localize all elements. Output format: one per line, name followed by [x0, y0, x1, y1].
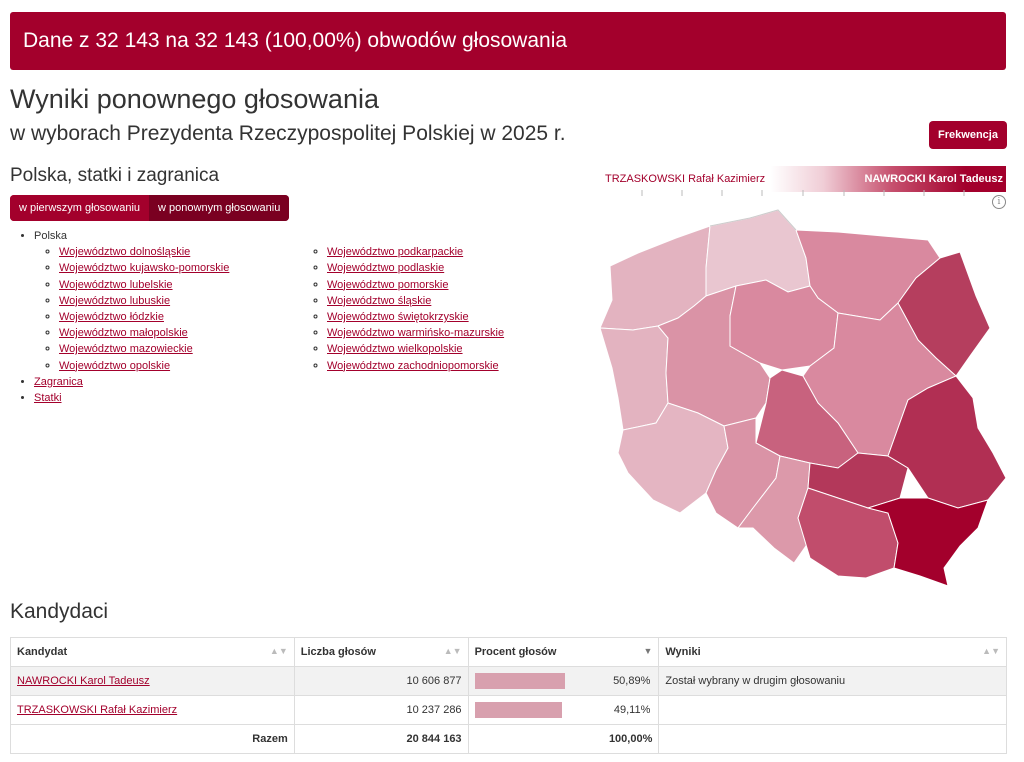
candidates-title: Kandydaci [10, 600, 109, 623]
total-empty-cell [658, 724, 1007, 754]
sort-desc-icon: ▼ [643, 646, 653, 656]
poland-map [599, 209, 1007, 587]
table-header-row: Kandydat ▲▼ Liczba głosów ▲▼ Procent głosó… [10, 637, 1007, 667]
zagranica-link[interactable]: Zagranica [34, 375, 83, 388]
candidate-link[interactable]: TRZASKOWSKI Rafał Kazimierz [17, 704, 178, 716]
percent-bar: 49,11% [474, 702, 653, 718]
voivodeship-link[interactable]: Województwo pomorskie [327, 278, 449, 291]
voivodeship-link[interactable]: Województwo opolskie [59, 359, 171, 372]
first-round-button[interactable]: w pierwszym głosowaniu [10, 195, 150, 221]
statki-link[interactable]: Statki [34, 392, 62, 405]
voivodeship-link[interactable]: Województwo warmińsko-mazurskie [327, 327, 505, 340]
voivodeship-link[interactable]: Województwo podlaskie [327, 262, 445, 275]
percent-label: 50,89% [613, 675, 651, 687]
percent-bar-fill [474, 702, 562, 718]
votes-cell: 10 606 877 [293, 666, 469, 696]
legend-ticks [641, 190, 965, 196]
percent-label: 49,11% [613, 704, 651, 716]
voivodeship-link[interactable]: Województwo lubelskie [59, 278, 173, 291]
column-header-wyniki[interactable]: Wyniki ▲▼ [658, 637, 1007, 667]
second-round-button[interactable]: w ponownym głosowaniu [149, 195, 290, 221]
tree-item-zagranica: Zagranica [34, 374, 580, 390]
column-header-procent-glosow[interactable]: Procent głosów ▼ [467, 637, 660, 667]
map-region-lubelskie[interactable] [887, 375, 1007, 509]
result-cell: Został wybrany w drugim głosowaniu [658, 666, 1007, 696]
voivodeship-link[interactable]: Województwo dolnośląskie [59, 246, 191, 259]
legend-right-label: NAWROCKI Karol Tadeusz [864, 173, 1003, 185]
voivodeship-link[interactable]: Województwo łódzkie [59, 311, 164, 324]
total-percent: 100,00% [467, 724, 660, 754]
page-title: Wyniki ponownego głosowania [10, 84, 379, 114]
candidates-table: Kandydat ▲▼ Liczba głosów ▲▼ Procent głosó… [10, 637, 1007, 754]
tree-item-statki: Statki [34, 390, 580, 406]
voivodeship-link[interactable]: Województwo świętokrzyskie [327, 311, 469, 324]
candidate-link[interactable]: NAWROCKI Karol Tadeusz [17, 675, 150, 687]
region-title: Polska, statki i zagranica [10, 165, 220, 186]
votes-cell: 10 237 286 [293, 695, 469, 725]
map-legend: TRZASKOWSKI Rafał Kazimierz NAWROCKI Kar… [600, 166, 1006, 192]
voivodeship-link[interactable]: Województwo podkarpackie [327, 246, 464, 259]
voivodeship-link[interactable]: Województwo małopolskie [59, 327, 188, 340]
sort-icon: ▲▼ [982, 646, 1000, 656]
voivodeship-link[interactable]: Województwo kujawsko-pomorskie [59, 262, 230, 275]
sort-icon: ▲▼ [443, 646, 462, 656]
sort-icon: ▲▼ [269, 646, 288, 656]
voivodeship-list-col2: Województwo podkarpackie Województwo pod… [312, 244, 580, 374]
total-votes: 20 844 163 [293, 724, 469, 754]
region-tree: Polska Województwo dolnośląskie Wojewódz… [20, 228, 580, 406]
total-row: Razem 20 844 163 100,00% [10, 724, 1007, 754]
voivodeship-list-col1: Województwo dolnośląskie Województwo kuj… [44, 244, 312, 374]
frekwencja-button[interactable]: Frekwencja [929, 121, 1007, 149]
percent-bar: 50,89% [474, 673, 653, 689]
page-subtitle: w wyborach Prezydenta Rzeczypospolitej P… [10, 122, 566, 145]
column-header-kandydat[interactable]: Kandydat ▲▼ [10, 637, 295, 667]
voivodeship-link[interactable]: Województwo lubuskie [59, 294, 171, 307]
map-region-lubuskie[interactable] [599, 325, 669, 431]
voivodeship-link[interactable]: Województwo mazowieckie [59, 343, 193, 356]
legend-left-label: TRZASKOWSKI Rafał Kazimierz [605, 173, 766, 185]
table-row: TRZASKOWSKI Rafał Kazimierz 10 237 286 4… [10, 695, 1007, 725]
result-cell [658, 695, 1007, 725]
tree-item-polska: Polska Województwo dolnośląskie Wojewódz… [34, 228, 580, 374]
total-label: Razem [10, 724, 295, 754]
voivodeship-link[interactable]: Województwo śląskie [327, 294, 432, 307]
voivodeship-link[interactable]: Województwo wielkopolskie [327, 343, 463, 356]
table-row: NAWROCKI Karol Tadeusz 10 606 877 50,89%… [10, 666, 1007, 696]
tree-root-label: Polska [34, 230, 68, 242]
voivodeship-link[interactable]: Województwo zachodniopomorskie [327, 359, 499, 372]
round-toggle: w pierwszym głosowaniu w ponownym głosow… [10, 195, 290, 221]
column-header-liczba-glosow[interactable]: Liczba głosów ▲▼ [293, 637, 469, 667]
info-icon[interactable]: i [992, 195, 1006, 209]
results-banner: Dane z 32 143 na 32 143 (100,00%) obwodó… [10, 12, 1006, 70]
percent-bar-fill [474, 673, 566, 689]
map-region-podkarpackie[interactable] [866, 497, 989, 587]
